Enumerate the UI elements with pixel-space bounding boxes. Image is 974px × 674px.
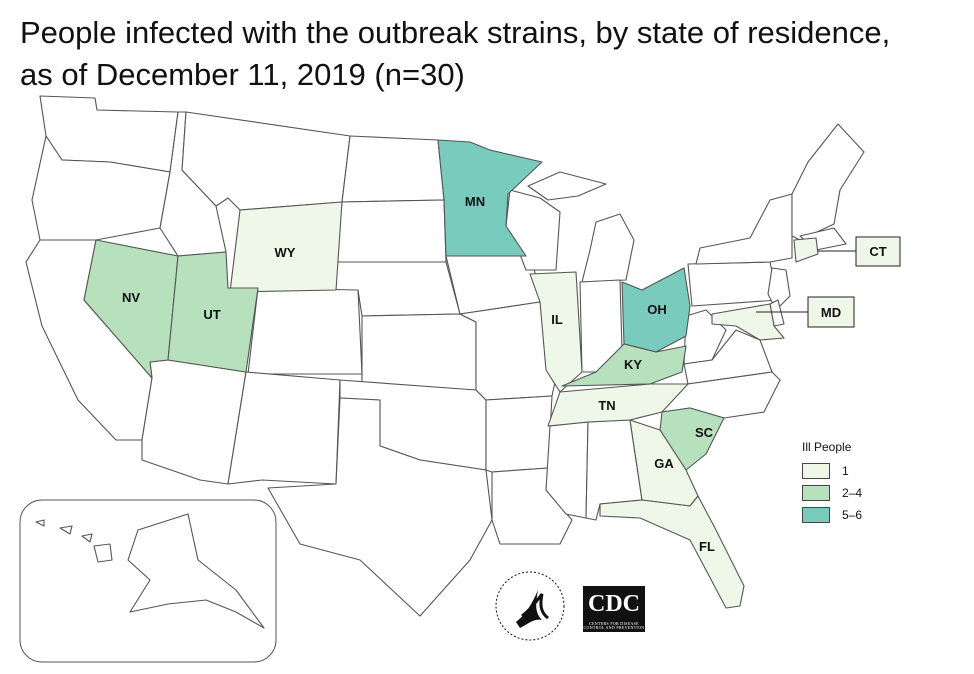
state-hi [35, 519, 113, 563]
label-ga: GA [654, 456, 674, 471]
state-az [141, 359, 247, 485]
legend-swatch-2 [802, 485, 830, 501]
label-wy: WY [275, 245, 296, 260]
state-ar [485, 395, 553, 473]
state-mi-up [527, 171, 607, 201]
state-fl [599, 495, 745, 609]
hhs-logo [495, 571, 565, 641]
ct-callout-box [855, 236, 901, 267]
legend-label: 1 [842, 464, 849, 478]
label-ut: UT [203, 307, 220, 322]
map-title-line-1: People infected with the outbreak strain… [20, 15, 891, 50]
label-nv: NV [122, 290, 140, 305]
state-md [711, 303, 785, 341]
state-nm [227, 371, 341, 485]
state-nd [341, 135, 445, 203]
state-ak [127, 513, 265, 629]
legend: Ill People 1 2–4 5–6 [802, 440, 862, 526]
state-ks [361, 313, 477, 391]
legend-item: 5–6 [802, 504, 862, 526]
state-ut [167, 251, 259, 373]
state-ne-states [791, 123, 865, 241]
label-fl: FL [699, 539, 715, 554]
base-states [25, 95, 865, 617]
map-title: People infected with the outbreak strain… [20, 12, 970, 96]
state-ct [793, 237, 819, 263]
state-ny [695, 193, 793, 265]
state-pa [687, 261, 779, 307]
legend-swatch-1 [802, 463, 830, 479]
label-ct: CT [869, 244, 886, 259]
legend-title: Ill People [802, 440, 852, 454]
cdc-logo-subtext: CENTERS FOR DISEASE CONTROL AND PREVENTI… [583, 621, 645, 630]
legend-swatch-3 [802, 507, 830, 523]
label-sc: SC [695, 425, 714, 440]
state-ky [561, 343, 687, 387]
label-md: MD [821, 305, 841, 320]
label-ky: KY [624, 357, 642, 372]
label-il: IL [551, 312, 563, 327]
state-nj [767, 267, 791, 311]
cdc-logo: CDC CENTERS FOR DISEASE CONTROL AND PREV… [583, 586, 645, 632]
legend-item: 2–4 [802, 482, 862, 504]
legend-label: 2–4 [842, 486, 863, 500]
map-title-line-2: as of December 11, 2019 (n=30) [20, 57, 465, 92]
state-mi [581, 213, 635, 283]
label-oh: OH [647, 302, 667, 317]
label-tn: TN [598, 398, 615, 413]
inset-frame [19, 499, 277, 663]
legend-item: 1 [802, 460, 862, 482]
label-mn: MN [465, 194, 485, 209]
legend-label: 5–6 [842, 508, 863, 522]
state-tn [547, 383, 689, 427]
state-wy [229, 201, 343, 293]
inset-ak-hi [19, 499, 277, 663]
state-sd [335, 199, 447, 263]
cdc-logo-text: CDC [588, 591, 640, 617]
state-mt [181, 111, 351, 211]
highlighted-states [83, 139, 819, 609]
md-callout-box [807, 296, 855, 328]
callouts [756, 236, 901, 328]
state-co [247, 287, 363, 375]
state-labels: WY NV UT MN IL OH KY TN SC GA FL CT MD [122, 194, 887, 554]
state-mn [437, 139, 543, 257]
